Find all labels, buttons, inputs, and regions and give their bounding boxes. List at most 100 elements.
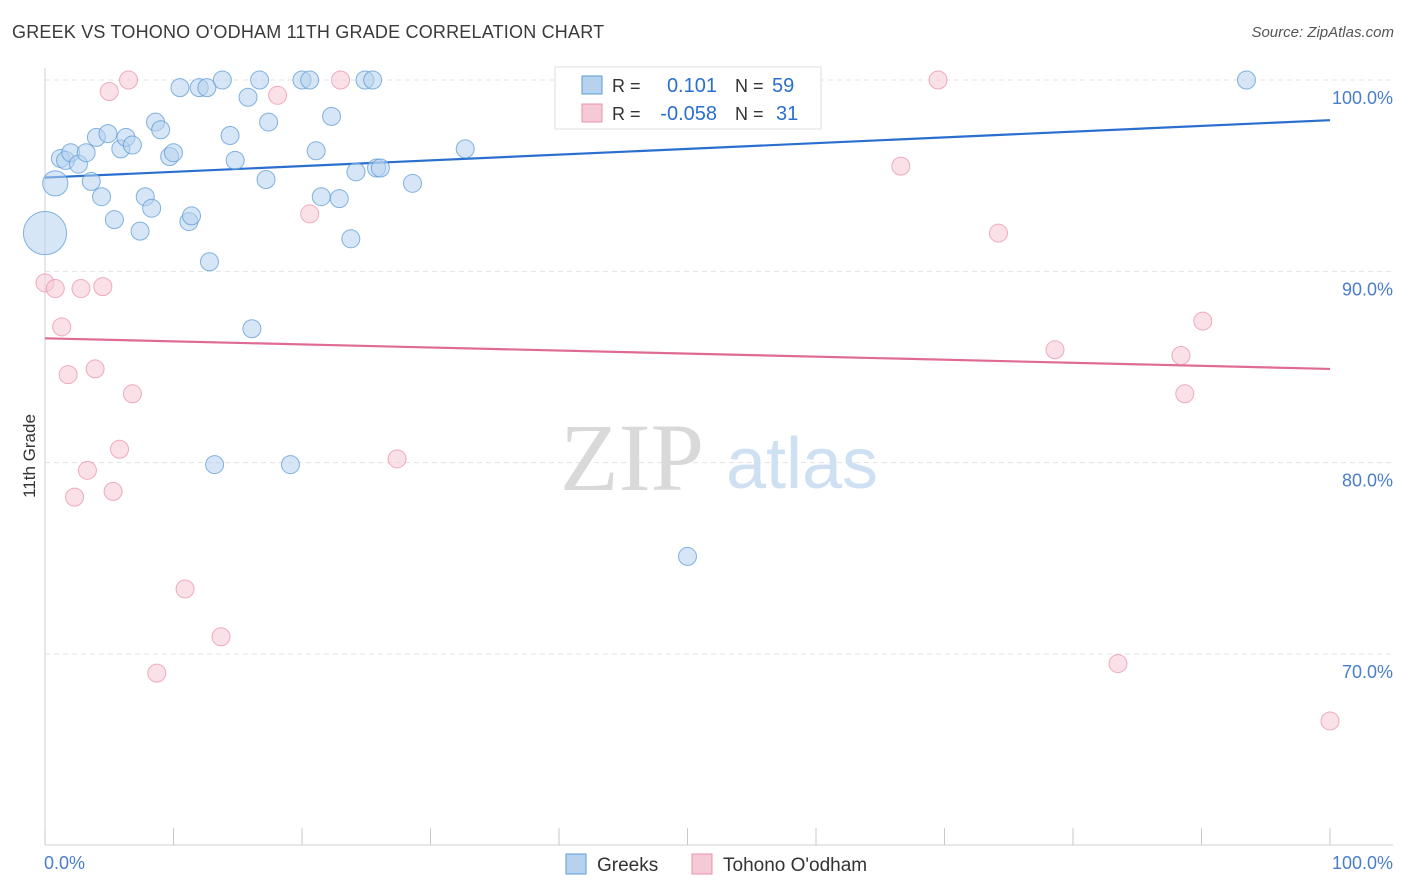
axes: [44, 68, 1393, 846]
tohono-point-28: [1175, 384, 1195, 404]
tohono-point-23: [928, 70, 948, 90]
greek-point-0: [22, 210, 68, 256]
tohono-point-29: [1193, 311, 1213, 331]
greek-point-41: [341, 229, 361, 249]
greek-point-14: [122, 135, 142, 155]
legend-swatch-tohono: [691, 853, 713, 875]
legend-label-tohono: Tohono O'odham: [723, 855, 867, 876]
tohono-point-1: [45, 279, 65, 299]
greek-point-29: [220, 125, 240, 145]
greek-point-7: [81, 171, 101, 191]
greek-point-31: [238, 87, 258, 107]
greek-point-19: [151, 120, 171, 140]
tohono-point-25: [1045, 340, 1065, 360]
stats-r-label-tohono: R =: [612, 104, 641, 124]
greek-point-6: [76, 143, 96, 163]
tohono-point-8: [93, 277, 113, 297]
tohono-point-14: [147, 663, 167, 683]
tohono-point-2: [52, 317, 72, 337]
greek-point-42: [346, 162, 366, 182]
greek-point-40: [329, 189, 349, 209]
tohono-point-17: [268, 85, 288, 105]
greek-point-37: [306, 141, 326, 161]
tohono-point-4: [65, 487, 85, 507]
greek-point-10: [98, 124, 118, 144]
greek-point-47: [403, 173, 423, 193]
greek-point-38: [311, 187, 331, 207]
stats-r-label-greeks: R =: [612, 76, 641, 96]
tohono-point-6: [77, 460, 97, 480]
greek-point-57: [280, 455, 300, 475]
tohono-point-26: [1108, 654, 1128, 674]
y-tick-label-90: 90.0%: [1342, 279, 1393, 299]
watermark: ZIP atlas: [560, 404, 878, 511]
stats-box: R = 0.101 N = 59 R = -0.058 N = 31: [554, 66, 822, 130]
greek-point-48: [455, 139, 475, 159]
stats-n-value-tohono: 31: [776, 103, 798, 125]
tohono-point-18: [300, 204, 320, 224]
greek-point-11: [104, 210, 124, 230]
tohono-point-27: [1171, 346, 1191, 366]
tohono-point-5: [71, 279, 91, 299]
tohono-point-11: [110, 439, 130, 459]
tohono-point-12: [119, 70, 139, 90]
watermark-atlas: atlas: [726, 424, 878, 504]
legend: Greeks Tohono O'odham: [565, 853, 867, 876]
tohono-trend-line: [44, 337, 1331, 371]
gridlines: [45, 79, 1393, 655]
tohono-point-3: [58, 365, 78, 385]
greek-point-46: [370, 158, 390, 178]
greek-point-21: [164, 143, 183, 163]
greek-point-56: [205, 455, 225, 475]
tohono-point-16: [211, 627, 231, 647]
y-tick-label-100: 100.0%: [1332, 88, 1393, 108]
tohono-point-19: [331, 70, 351, 90]
y-tick-labels: 70.0% 80.0% 90.0% 100.0%: [1332, 88, 1393, 682]
y-tick-label-70: 70.0%: [1342, 662, 1393, 682]
y-tick-label-80: 80.0%: [1342, 471, 1393, 491]
greek-point-22: [170, 78, 190, 98]
tohono-point-20: [387, 449, 407, 469]
greek-point-28: [212, 70, 232, 90]
tohono-point-7: [85, 359, 105, 379]
greek-point-58: [678, 546, 697, 566]
tohono-point-13: [122, 384, 142, 404]
stats-swatch-tohono: [581, 103, 603, 123]
greek-point-36: [300, 70, 320, 90]
greek-point-34: [259, 112, 279, 132]
greek-point-26: [197, 78, 217, 98]
greek-point-17: [142, 198, 162, 218]
stats-n-value-greeks: 59: [772, 75, 794, 97]
greek-trend-line: [44, 119, 1331, 179]
greek-point-39: [322, 106, 342, 126]
tohono-point-9: [99, 81, 119, 101]
greek-point-55: [242, 319, 262, 339]
tohono-point-30: [1320, 711, 1340, 731]
source-label: Source: ZipAtlas.com: [1251, 24, 1394, 41]
greek-point-32: [250, 70, 270, 90]
tohono-point-10: [103, 481, 123, 501]
x-tick-label-min: 0.0%: [44, 853, 85, 873]
greek-point-24: [181, 206, 201, 226]
legend-label-greeks: Greeks: [597, 855, 658, 876]
greek-point-30: [225, 150, 245, 170]
greek-point-27: [199, 252, 219, 272]
stats-n-label-greeks: N =: [735, 76, 764, 96]
greek-point-44: [363, 70, 383, 90]
watermark-zip: ZIP: [560, 404, 704, 511]
stats-n-label-tohono: N =: [735, 104, 764, 124]
greek-point-33: [256, 169, 276, 189]
trend-lines: [44, 119, 1331, 371]
greek-point-15: [130, 221, 150, 241]
y-axis-label: 11th Grade: [20, 414, 39, 498]
stats-swatch-greeks: [581, 75, 603, 95]
stats-r-value-greeks: 0.101: [667, 75, 717, 97]
greek-point-9: [92, 187, 112, 207]
tohono-point-22: [891, 156, 911, 176]
x-tick-label-max: 100.0%: [1332, 853, 1393, 873]
tohono-point-24: [988, 223, 1008, 243]
tohono-point-15: [175, 579, 195, 599]
greek-point-54: [1236, 70, 1256, 90]
greek-point-1: [42, 170, 69, 197]
